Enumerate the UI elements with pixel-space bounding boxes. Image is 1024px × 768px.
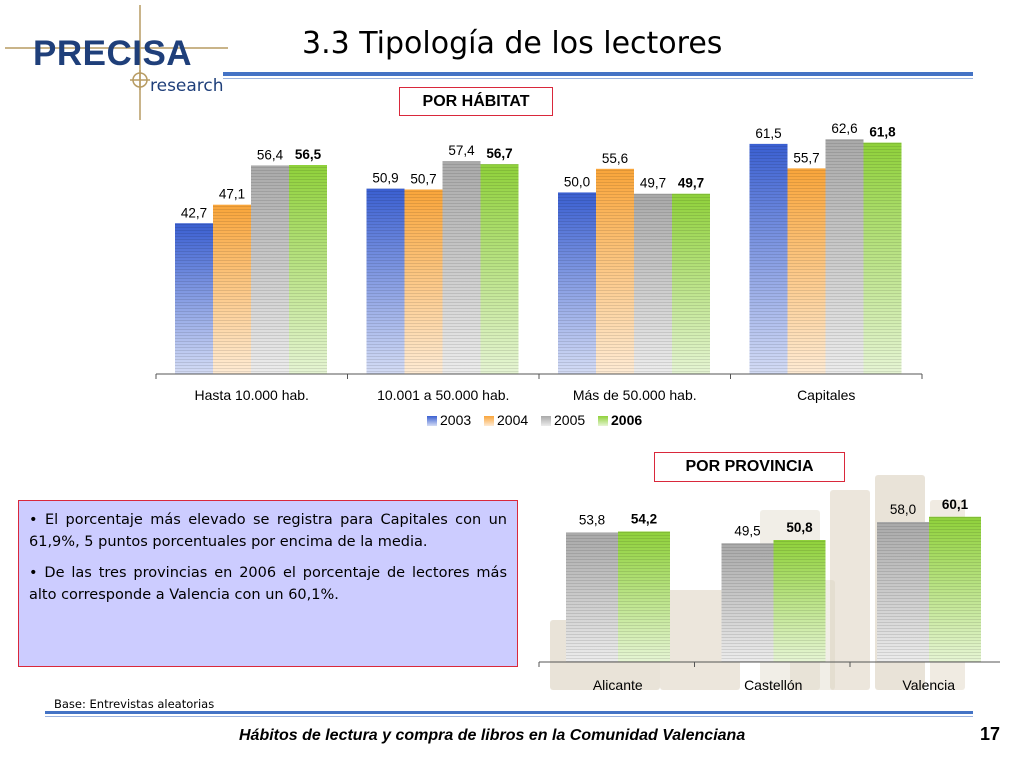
data-label-2005-0: 56,4 bbox=[257, 147, 284, 162]
insights-box: • El porcentaje más elevado se registra … bbox=[18, 500, 518, 667]
prov-category-label-1: Castellón bbox=[744, 677, 802, 693]
book-spine-5 bbox=[660, 590, 740, 690]
prov-bar-stripes-2005-0 bbox=[566, 532, 618, 662]
category-label-1: 10.001 a 50.000 hab. bbox=[377, 387, 509, 403]
bar-stripes-2003-2 bbox=[558, 192, 596, 374]
prov-data-label-2006-2: 60,1 bbox=[942, 497, 969, 512]
prov-bar-stripes-2006-1 bbox=[773, 540, 826, 662]
footer-title: Hábitos de lectura y compra de libros en… bbox=[239, 727, 746, 744]
bar-stripes-2005-0 bbox=[251, 165, 289, 374]
prov-data-label-2005-0: 53,8 bbox=[579, 513, 605, 528]
data-label-2006-1: 56,7 bbox=[486, 146, 512, 161]
title-divider-thin bbox=[223, 78, 973, 79]
bar-stripes-2004-2 bbox=[596, 168, 634, 374]
bar-stripes-2003-0 bbox=[175, 223, 213, 374]
title-divider bbox=[223, 72, 973, 76]
data-label-2004-3: 55,7 bbox=[793, 150, 819, 165]
bar-stripes-2006-3 bbox=[863, 142, 902, 374]
logo-crosshair-icon bbox=[5, 5, 228, 120]
insight-1: • El porcentaje más elevado se registra … bbox=[29, 512, 507, 550]
prov-data-label-2006-0: 54,2 bbox=[631, 512, 657, 527]
prov-data-label-2005-1: 49,5 bbox=[734, 523, 760, 538]
prov-data-label-2005-2: 58,0 bbox=[890, 502, 916, 517]
legend-swatch-2003 bbox=[427, 416, 437, 426]
data-label-2006-3: 61,8 bbox=[869, 125, 896, 140]
category-label-3: Capitales bbox=[797, 387, 855, 403]
bar-stripes-2006-0 bbox=[289, 165, 327, 374]
habitat-chart: 42,7 47,1 56,4 56,5 50,9 50,7 57,4 56,7 50,0 55,6… bbox=[155, 121, 923, 428]
provincia-chart: 53,8 54,2 49,5 50,8 58,0 60,1 Alicante Castell… bbox=[538, 475, 1000, 693]
prov-bar-stripes-2006-0 bbox=[618, 531, 670, 662]
bar-stripes-2003-1 bbox=[366, 188, 405, 374]
legend-swatch-2006 bbox=[598, 416, 608, 426]
prov-bar-stripes-2005-1 bbox=[721, 543, 774, 662]
bar-stripes-2005-2 bbox=[634, 193, 672, 374]
prov-bar-stripes-2006-2 bbox=[929, 516, 981, 662]
precisa-logo: PRECISA research bbox=[0, 0, 240, 125]
data-label-2004-1: 50,7 bbox=[410, 171, 436, 186]
prov-category-label-0: Alicante bbox=[593, 677, 643, 693]
data-label-2006-0: 56,5 bbox=[295, 147, 322, 162]
prov-data-label-2006-1: 50,8 bbox=[786, 520, 813, 535]
bar-stripes-2004-1 bbox=[404, 189, 443, 374]
legend-label-2005: 2005 bbox=[554, 412, 585, 428]
data-label-2003-3: 61,5 bbox=[755, 126, 781, 141]
legend-label-2003: 2003 bbox=[440, 412, 471, 428]
bar-stripes-2006-2 bbox=[672, 193, 710, 374]
data-label-2005-3: 62,6 bbox=[831, 121, 857, 136]
bar-stripes-2005-1 bbox=[442, 161, 481, 374]
logo-subtext: research bbox=[150, 76, 224, 96]
base-note: Base: Entrevistas aleatorias bbox=[54, 697, 215, 711]
provincia-section-label: POR PROVINCIA bbox=[654, 452, 845, 482]
page-title: 3.3 Tipología de los lectores bbox=[302, 26, 723, 61]
data-label-2003-0: 42,7 bbox=[181, 205, 207, 220]
data-label-2006-2: 49,7 bbox=[678, 176, 704, 191]
prov-category-label-2: Valencia bbox=[902, 677, 955, 693]
habitat-section-label: POR HÁBITAT bbox=[399, 87, 553, 116]
bar-stripes-2006-1 bbox=[480, 164, 519, 374]
data-label-2003-1: 50,9 bbox=[372, 171, 398, 186]
bar-stripes-2004-3 bbox=[787, 168, 826, 374]
page-number: 17 bbox=[980, 724, 1001, 744]
data-label-2005-2: 49,7 bbox=[640, 176, 666, 191]
category-label-0: Hasta 10.000 hab. bbox=[195, 387, 309, 403]
data-label-2004-0: 47,1 bbox=[219, 187, 245, 202]
legend-swatch-2005 bbox=[541, 416, 551, 426]
footer-divider bbox=[45, 711, 973, 714]
bar-stripes-2003-3 bbox=[749, 143, 788, 374]
category-label-2: Más de 50.000 hab. bbox=[573, 387, 697, 403]
bar-stripes-2004-0 bbox=[213, 204, 251, 374]
legend-label-2004: 2004 bbox=[497, 412, 528, 428]
data-label-2003-2: 50,0 bbox=[564, 174, 590, 189]
data-label-2004-2: 55,6 bbox=[602, 151, 628, 166]
data-label-2005-1: 57,4 bbox=[448, 143, 475, 158]
insight-2: • De las tres provincias en 2006 el porc… bbox=[29, 565, 507, 603]
logo-text: PRECISA bbox=[33, 34, 193, 73]
bar-stripes-2005-3 bbox=[825, 139, 864, 374]
footer-divider-thin bbox=[45, 716, 973, 717]
prov-bar-stripes-2005-2 bbox=[877, 522, 929, 662]
legend-swatch-2004 bbox=[484, 416, 494, 426]
book-spine-1 bbox=[830, 490, 870, 690]
legend-label-2006: 2006 bbox=[611, 412, 642, 428]
